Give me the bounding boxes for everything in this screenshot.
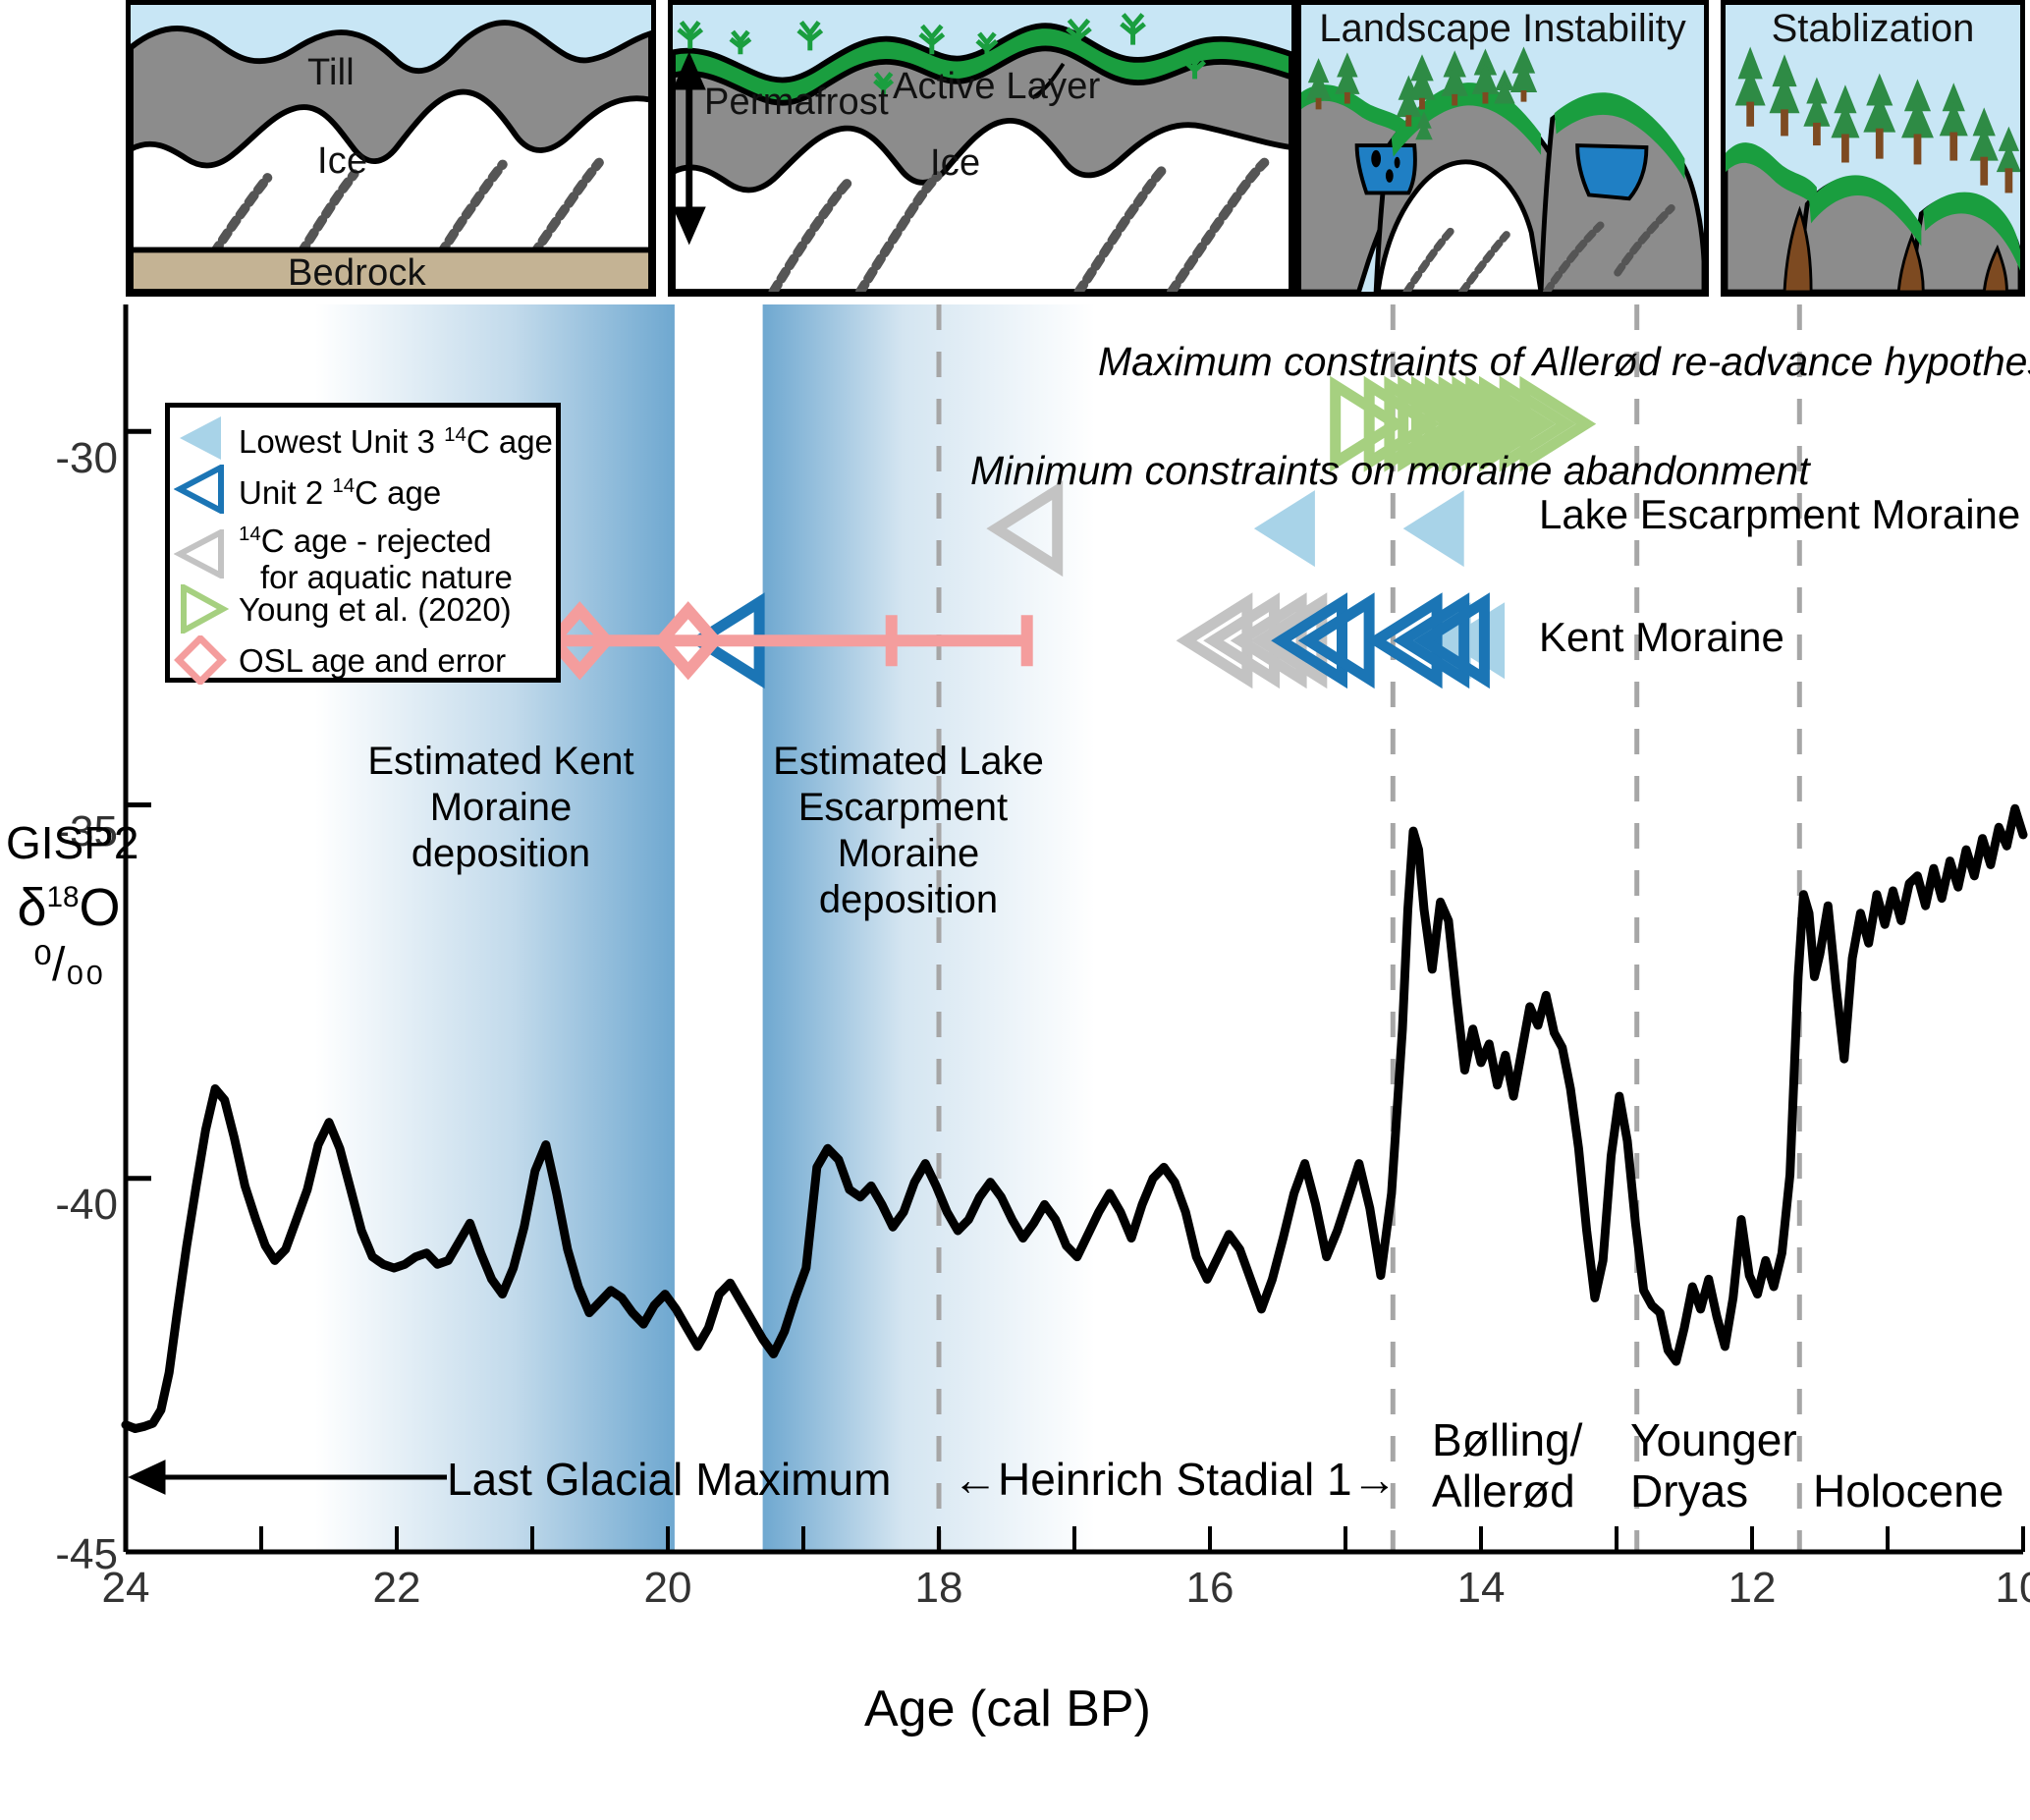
x-tick-label-16: 16 <box>1185 1564 1234 1612</box>
stage-label-bolling-allerod: Bølling/Allerød <box>1432 1414 1583 1517</box>
marker-triangle <box>1499 375 1576 472</box>
osl-diamond-marker <box>653 601 723 681</box>
x-tick-label-12: 12 <box>1728 1564 1777 1612</box>
panel-2-label-permafrost: Permafrost <box>704 82 889 123</box>
panel-2-label-ice: Ice <box>930 142 981 184</box>
y-axis-ticks <box>126 428 151 1555</box>
x-tick-label-24: 24 <box>101 1564 150 1612</box>
band-lake-escarpment <box>762 304 1095 1552</box>
x-axis-ticks <box>124 1526 2025 1552</box>
x-tick-label-10: 10 <box>1995 1564 2030 1612</box>
annotation-max-constraints: Maximum constraints of Allerød re-advanc… <box>1098 339 2030 384</box>
legend-item-lowest-unit3[interactable]: Lowest Unit 3 14C age <box>174 414 553 463</box>
markers-unit2-c14 <box>687 592 1490 689</box>
panel-3-title: Landscape Instability <box>1319 7 1686 50</box>
panel-landscape-instability: Landscape Instability <box>1296 0 1709 297</box>
marker-triangle <box>1413 592 1490 689</box>
x-axis-title: Age (cal BP) <box>864 1681 1151 1737</box>
legend-item-young2020[interactable]: Young et al. (2020) <box>174 584 512 634</box>
panel-3-graphic <box>1301 5 1704 292</box>
marker-triangle <box>1365 592 1443 689</box>
stage-label-holocene: Holocene <box>1813 1465 2004 1517</box>
stage-label-hs1: ←Heinrich Stadial 1→ <box>953 1454 1398 1505</box>
legend-label-unit2: Unit 2 14C age <box>239 474 442 511</box>
cartoon-panels-row: Till Ice Bedrock <box>0 0 2030 297</box>
legend-label-rejected: 14C age - rejected for aquatic nature <box>239 523 513 595</box>
row-label-lake-escarpment: Lake Escarpment Moraine <box>1539 491 2021 537</box>
band-label-lake-escarpment: Estimated Lake Escarpment Moraine depositi… <box>773 740 1044 921</box>
panel-1-label-ice: Ice <box>317 140 368 182</box>
markers-young-2020 <box>1330 375 1597 472</box>
filled-left-triangle-lightblue-icon <box>180 416 221 460</box>
lgm-arrow <box>128 1460 447 1495</box>
panel-2-graphic <box>673 5 1291 292</box>
legend-label-lowest-unit3: Lowest Unit 3 14C age <box>239 423 553 460</box>
marker-triangle <box>1271 592 1347 689</box>
open-right-triangle-green-icon <box>181 584 230 634</box>
marker-triangle <box>1253 490 1315 568</box>
panel-2-label-active-layer: Active Layer <box>893 66 1101 107</box>
legend-item-unit2[interactable]: Unit 2 14C age <box>174 465 441 514</box>
y-tick-label-45: -45 <box>55 1530 118 1578</box>
stage-label-lgm: Last Glacial Maximum <box>447 1454 892 1505</box>
open-diamond-pink-icon <box>174 635 227 685</box>
marker-triangle <box>1402 490 1464 568</box>
panel-stabilization: Stablization <box>1721 0 2025 297</box>
panel-1-graphic <box>131 5 651 292</box>
panel-1-label-till: Till <box>307 52 355 93</box>
marker-triangle <box>1479 375 1556 472</box>
y-tick-label-30: -30 <box>55 434 118 482</box>
row-label-kent: Kent Moraine <box>1539 614 1784 660</box>
legend-item-osl[interactable]: OSL age and error <box>174 635 506 685</box>
y-tick-label-35: -35 <box>55 807 118 855</box>
marker-triangle <box>986 480 1064 578</box>
marker-triangle <box>1393 592 1470 689</box>
legend-item-rejected[interactable]: 14C age - rejected for aquatic nature <box>174 516 513 595</box>
chart-legend: Lowest Unit 3 14C age Unit 2 14C age 14C… <box>165 403 561 685</box>
open-left-triangle-blue-icon <box>174 465 224 514</box>
stage-label-younger-dryas: Younger Dryas <box>1630 1414 1797 1517</box>
open-left-triangle-gray-icon <box>174 529 224 579</box>
x-tick-label-14: 14 <box>1456 1564 1506 1612</box>
panel-4-title: Stablization <box>1771 7 1975 50</box>
y-axis-title-gisp2: GISP2 <box>6 817 139 868</box>
legend-label-osl: OSL age and error <box>239 641 507 679</box>
osl-diamond-marker <box>545 601 615 681</box>
gisp2-chart: Lowest Unit 3 14C age Unit 2 14C age 14C… <box>0 297 2030 1820</box>
marker-triangle <box>1250 592 1328 689</box>
annotation-min-constraints: Minimum constraints on moraine abandonme… <box>970 448 1810 493</box>
panel-4-graphic <box>1726 5 2020 292</box>
y-tick-label-40: -40 <box>55 1181 118 1229</box>
band-label-kent: Estimated Kent Moraine deposition <box>367 740 634 875</box>
x-tick-label-22: 22 <box>372 1564 421 1612</box>
panel-ice-till: Till Ice Bedrock <box>126 0 656 297</box>
x-tick-label-18: 18 <box>914 1564 963 1612</box>
legend-label-young2020: Young et al. (2020) <box>239 590 512 628</box>
x-tick-label-20: 20 <box>643 1564 692 1612</box>
marker-triangle <box>1519 375 1597 472</box>
panel-1-label-bedrock: Bedrock <box>288 252 426 294</box>
gisp2-delta18o-curve <box>121 803 2028 1433</box>
panel-permafrost: Permafrost Active Layer Ice <box>668 0 1296 297</box>
y-axis-title: GISP2 δ18O ⁰/₀₀ <box>6 817 139 991</box>
